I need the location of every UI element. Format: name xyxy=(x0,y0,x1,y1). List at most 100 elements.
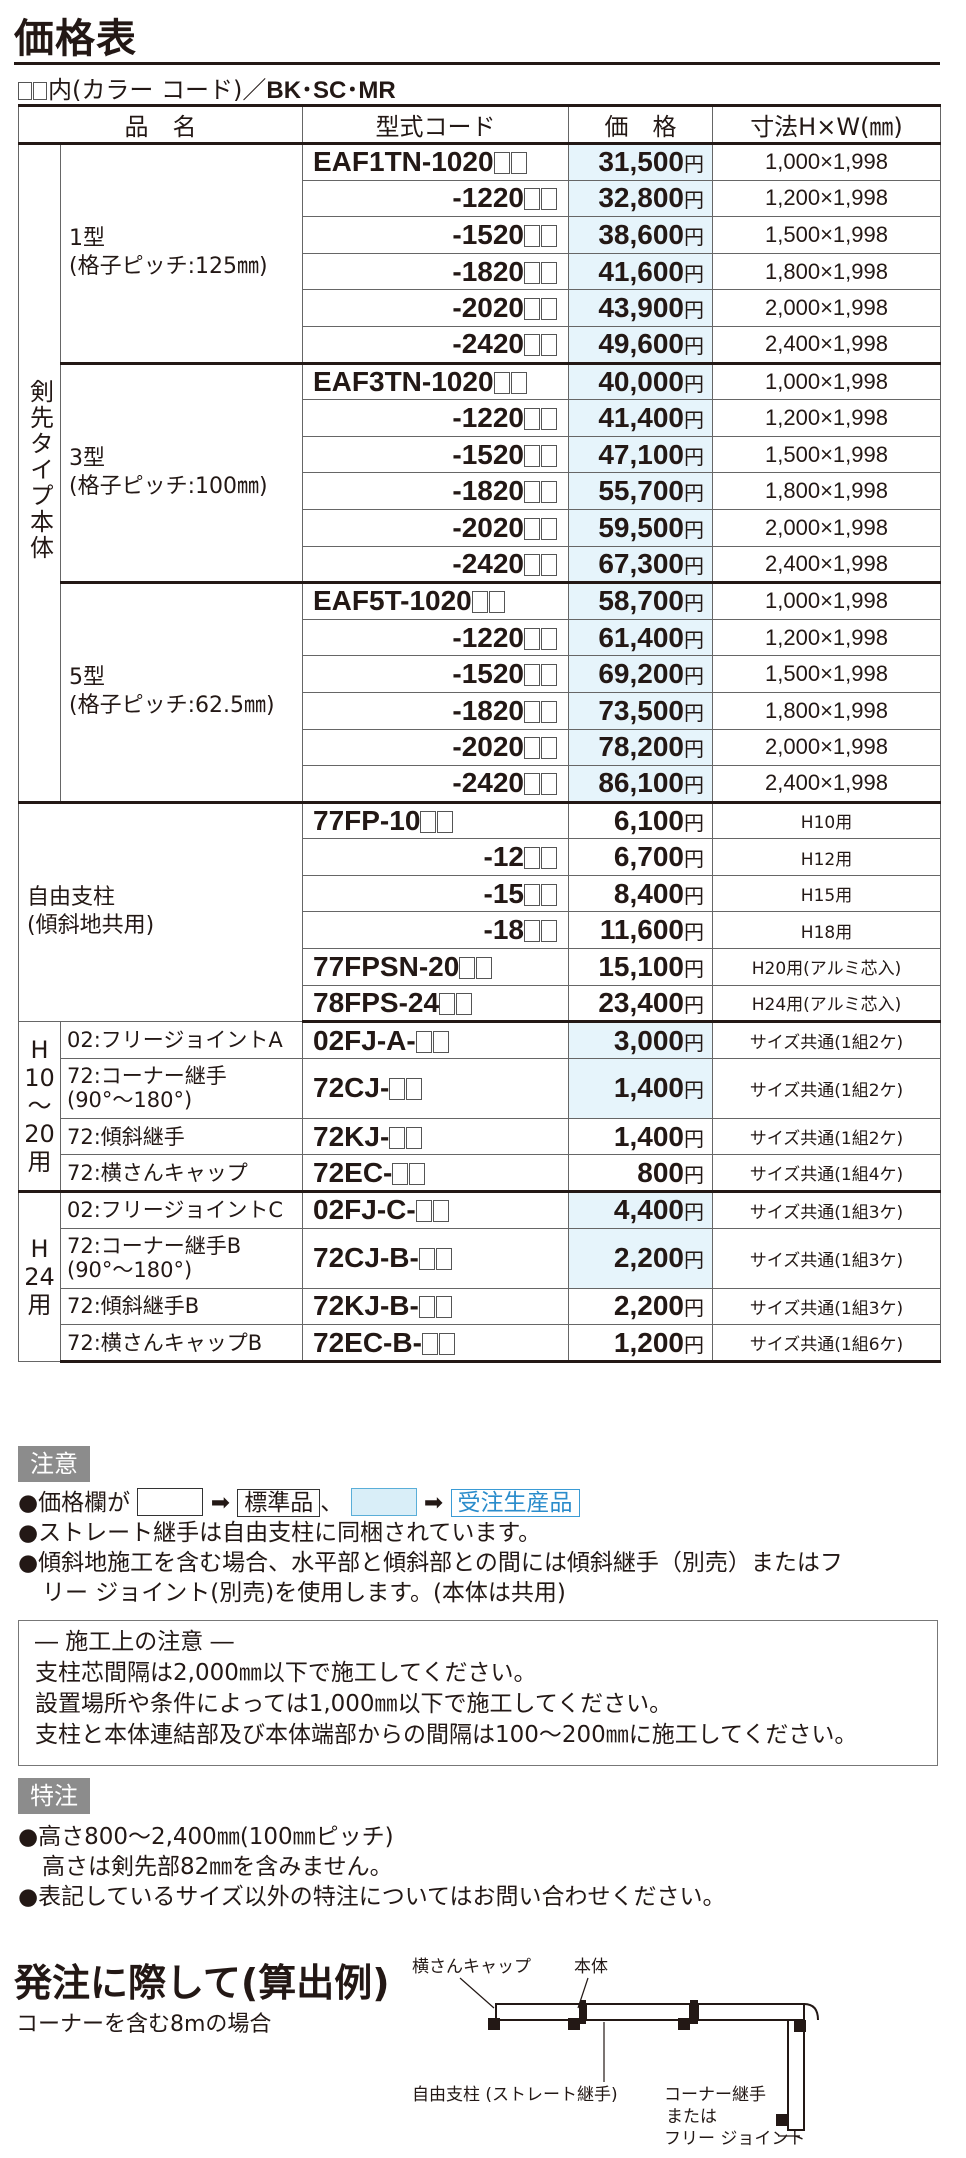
price: 8,400円 xyxy=(568,874,713,913)
body-label: 本体 xyxy=(574,1957,608,1977)
dimension: 2,000×1,998 xyxy=(712,508,941,547)
model-code: -1520 xyxy=(302,216,569,254)
price: 23,400円 xyxy=(568,984,713,1024)
table-row: -2020 78,200円 2,000×1,998 xyxy=(19,728,941,767)
dimension: 2,400×1,998 xyxy=(712,325,941,364)
made-to-order-tag: 受注生産品 xyxy=(450,1489,580,1517)
price: 67,300円 xyxy=(568,545,713,584)
color-code-box-icon xyxy=(471,591,488,614)
model-code: -2420 xyxy=(302,545,569,584)
made-to-order-swatch xyxy=(350,1488,417,1516)
color-code-box-icon xyxy=(406,1126,423,1149)
special-notes: ●高さ800〜2,400㎜(100㎜ピッチ) 高さは剣先部82㎜を含みません。 … xyxy=(18,1822,938,1912)
price: 1,400円 xyxy=(568,1117,713,1156)
color-code-box-icon xyxy=(524,224,540,247)
posts-label: 自由支柱 (傾斜地共用) xyxy=(18,800,303,1023)
color-code-box-icon xyxy=(541,700,557,723)
standard-tag: 標準品 xyxy=(237,1489,321,1517)
model-code: -15 xyxy=(302,874,569,913)
table-row: 72:傾斜継手 72KJ- 1,400円 サイズ共通(1組2ケ) xyxy=(19,1117,941,1156)
title-rule xyxy=(14,62,940,65)
dimension: サイズ共通(1組4ケ) xyxy=(712,1154,941,1193)
caution-heading: ― 施工上の注意 ― xyxy=(35,1629,234,1655)
part-name: 72:傾斜継手 xyxy=(60,1117,303,1156)
color-code-box-icon xyxy=(432,1200,449,1223)
color-code-box-icon xyxy=(524,481,540,504)
part-name: 72:コーナー継手 (90°〜180°) xyxy=(60,1057,303,1119)
table-row: 78FPS-24 23,400円 H24用(アルミ芯入) xyxy=(19,984,941,1024)
price: 73,500円 xyxy=(568,691,713,730)
part-name: 02:フリージョイントA xyxy=(60,1021,303,1059)
table-row: -15 8,400円 H15用 xyxy=(19,874,941,913)
color-code-box-icon xyxy=(524,737,540,760)
color-code-box-icon xyxy=(541,920,557,943)
joint-marker-icon xyxy=(690,2000,698,2024)
price: 6,100円 xyxy=(568,800,713,840)
table-row: 72:コーナー継手 (90°〜180°) 72CJ- 1,400円 サイズ共通(1組2… xyxy=(19,1057,941,1119)
joint-marker-icon xyxy=(580,2000,586,2024)
caution-line: 支柱芯間隔は2,000㎜以下で施工してください。 xyxy=(35,1660,537,1686)
post-marker-icon xyxy=(678,2018,690,2030)
color-code-box-icon xyxy=(524,188,540,211)
model-code: 72CJ- xyxy=(302,1057,569,1119)
type-label: 3型 (格子ピッチ:100㎜) xyxy=(60,361,303,584)
table-row: 3型 (格子ピッチ:100㎜) EAF3TN-1020 40,000円 1,000×1,… xyxy=(19,361,941,584)
corner-post-icon xyxy=(794,2020,806,2032)
table-row: -12 6,700円 H12用 xyxy=(19,838,941,876)
dimension: 1,200×1,998 xyxy=(712,618,941,657)
dimension: 1,500×1,998 xyxy=(712,435,941,474)
table-row: 72:コーナー継手B (90°〜180°) 72CJ-B- 2,200円 サイズ共通(… xyxy=(19,1227,941,1289)
table-row: H 24 用 02:フリージョイントC 02FJ-C- 4,400円 サイズ共通(1組3ケ) xyxy=(18,1190,941,1362)
price: 32,800円 xyxy=(568,179,713,218)
cap-label: 横さんキャップ xyxy=(412,1957,531,1977)
model-code: -2420 xyxy=(302,325,569,364)
color-code-box-icon xyxy=(415,1030,432,1053)
color-code-box-icon xyxy=(541,261,557,284)
dimension: 1,000×1,998 xyxy=(712,581,941,620)
color-code-box-icon xyxy=(432,1030,449,1053)
note-line: ●傾斜地施工を含む場合、水平部と傾斜部との間には傾斜継手（別売）またはフ xyxy=(18,1550,843,1576)
dimension: サイズ共通(1組3ケ) xyxy=(712,1190,941,1229)
caution-line: 設置場所や条件によっては1,000㎜以下で施工してください。 xyxy=(35,1691,673,1717)
model-code: 02FJ-C- xyxy=(302,1190,569,1229)
price: 800円 xyxy=(568,1154,713,1193)
model-code: -1820 xyxy=(302,252,569,291)
post-marker-icon xyxy=(776,2114,788,2126)
price: 59,500円 xyxy=(568,508,713,547)
type-label: 1型 (格子ピッチ:125㎜) xyxy=(60,143,303,364)
color-code-box-icon xyxy=(541,517,557,540)
table-row: 剣先タイプ本体 1型 (格子ピッチ:125㎜) EAF1TN-1020 31,500円 1… xyxy=(18,143,941,803)
calc-subtitle: コーナーを含む8mの場合 xyxy=(16,2012,272,2037)
model-code: -1520 xyxy=(302,435,569,474)
color-code-box-icon xyxy=(406,1078,423,1101)
color-code-box-icon xyxy=(418,1248,435,1271)
color-code-box-icon xyxy=(541,224,557,247)
price: 58,700円 xyxy=(568,581,713,620)
color-code-box-icon xyxy=(524,700,540,723)
color-code-box-icon xyxy=(456,992,473,1015)
table-row: -1820 73,500円 1,800×1,998 xyxy=(19,691,941,730)
color-code-box-icon xyxy=(420,810,437,833)
color-code-box-icon xyxy=(524,334,540,357)
color-code-box-icon xyxy=(541,627,557,650)
post-marker-icon xyxy=(568,2018,580,2030)
color-code-box-icon xyxy=(435,1296,452,1319)
part-name: 72:横さんキャップ xyxy=(60,1154,303,1193)
calc-diagram: 横さんキャップ 本体 自由支柱 (ストレート継手) コーナー継手 または フリー… xyxy=(412,1957,819,2149)
dimension: サイズ共通(1組3ケ) xyxy=(712,1287,941,1326)
model-code: -2020 xyxy=(302,508,569,547)
price: 41,600円 xyxy=(568,252,713,291)
color-code-box-icon xyxy=(524,847,540,870)
corner-label: コーナー継手 xyxy=(664,2085,766,2105)
dimension: 1,800×1,998 xyxy=(712,691,941,730)
color-code-box-icon xyxy=(438,1332,455,1355)
model-code: -18 xyxy=(302,911,569,950)
color-code-box-icon xyxy=(524,664,540,687)
table-row: -2020 43,900円 2,000×1,998 xyxy=(19,289,941,327)
special-order-label: 特注 xyxy=(18,1778,90,1814)
color-code-box-icon xyxy=(476,956,493,979)
note-line: リー ジョイント(別売)を使用します。(本体は共用) xyxy=(42,1580,566,1606)
dimension: H10用 xyxy=(712,800,941,840)
notes-label: 注意 xyxy=(18,1446,90,1482)
color-code-note: 内(カラー コード)／BK･SC･MR xyxy=(18,70,396,105)
